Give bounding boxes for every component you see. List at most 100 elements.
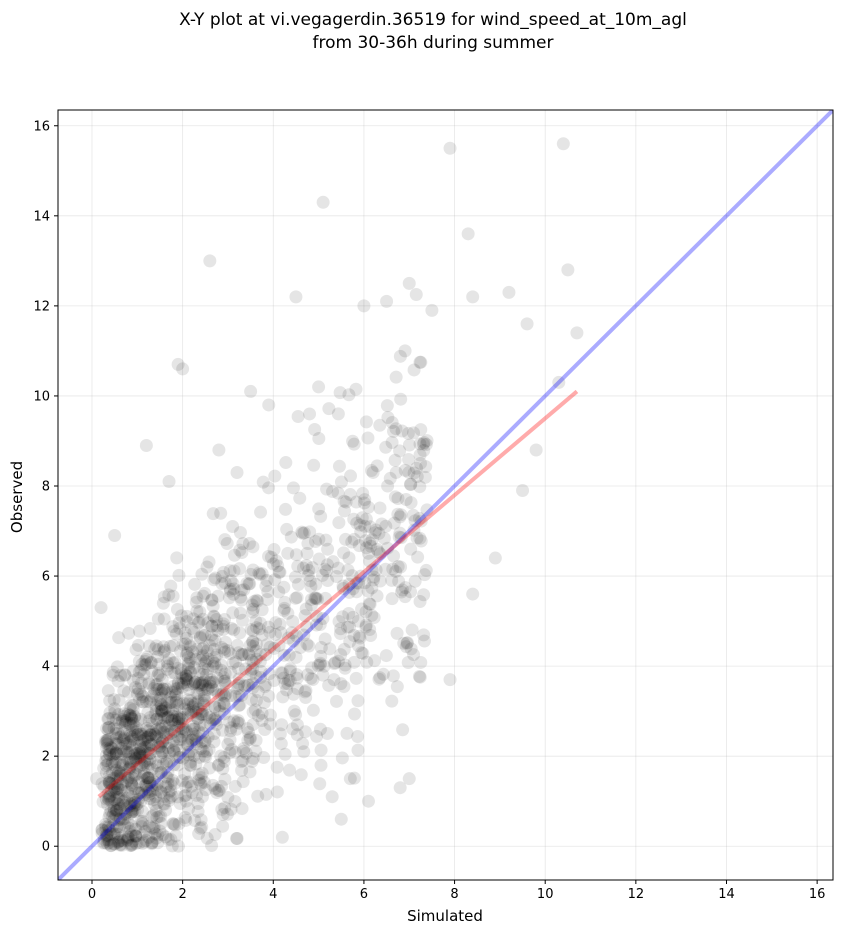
scatter-point: [104, 804, 118, 818]
scatter-point: [388, 453, 402, 467]
scatter-point: [254, 664, 268, 678]
scatter-point: [162, 474, 176, 488]
scatter-point: [184, 640, 198, 654]
scatter-point: [182, 661, 196, 675]
scatter-point: [149, 730, 163, 744]
scatter-point: [166, 656, 180, 670]
scatter-point: [346, 610, 360, 624]
scatter-point: [143, 728, 157, 742]
scatter-point: [217, 754, 231, 768]
scatter-point: [355, 511, 369, 525]
scatter-point: [155, 683, 169, 697]
scatter-point: [145, 762, 159, 776]
scatter-point: [216, 670, 230, 684]
scatter-point: [182, 656, 196, 670]
scatter-point: [217, 699, 231, 713]
scatter-point: [201, 683, 215, 697]
scatter-point: [299, 684, 313, 698]
scatter-point: [154, 708, 168, 722]
scatter-point: [155, 703, 169, 717]
scatter-point: [347, 655, 361, 669]
scatter-point: [115, 758, 129, 772]
scatter-point: [165, 685, 179, 699]
scatter-point: [145, 837, 159, 851]
scatter-point: [175, 774, 189, 788]
scatter-point: [107, 758, 121, 772]
scatter-point: [102, 774, 116, 788]
scatter-point: [221, 737, 235, 751]
scatter-point: [347, 532, 361, 546]
scatter-point: [107, 801, 121, 815]
scatter-point: [417, 634, 431, 648]
scatter-point: [111, 727, 125, 741]
scatter-point: [121, 830, 135, 844]
scatter-point: [231, 678, 245, 692]
scatter-point: [105, 795, 119, 809]
scatter-point: [134, 712, 148, 726]
scatter-point: [305, 561, 319, 575]
scatter-point: [150, 783, 164, 797]
scatter-point: [107, 803, 121, 817]
scatter-point: [218, 533, 232, 547]
scatter-point: [108, 782, 122, 796]
scatter-point: [313, 722, 327, 736]
scatter-point: [109, 808, 123, 822]
scatter-point: [258, 680, 272, 694]
scatter-point: [179, 725, 193, 739]
scatter-point: [406, 508, 420, 522]
scatter-point: [187, 749, 201, 763]
scatter-point: [115, 714, 129, 728]
scatter-point: [122, 821, 136, 835]
scatter-point: [164, 783, 178, 797]
scatter-point: [316, 612, 330, 626]
scatter-point: [199, 750, 213, 764]
scatter-point: [176, 362, 190, 376]
scatter-point: [143, 728, 157, 742]
scatter-point: [157, 640, 171, 654]
scatter-point: [243, 732, 257, 746]
scatter-point: [201, 652, 215, 666]
scatter-point: [283, 674, 297, 688]
scatter-point: [114, 747, 128, 761]
scatter-point: [197, 691, 211, 705]
scatter-point: [218, 612, 232, 626]
scatter-point: [345, 569, 359, 583]
scatter-point: [139, 438, 153, 452]
scatter-point: [309, 618, 323, 632]
scatter-point: [157, 590, 171, 604]
scatter-point: [202, 555, 216, 569]
scatter-point: [219, 635, 233, 649]
scatter-point: [402, 772, 416, 786]
scatter-point: [362, 597, 376, 611]
scatter-point: [282, 648, 296, 662]
scatter-point: [141, 771, 155, 785]
scatter-point: [196, 650, 210, 664]
scatter-point: [242, 577, 256, 591]
scatter-point: [158, 702, 172, 716]
scatter-point: [246, 662, 260, 676]
scatter-point: [425, 303, 439, 317]
scatter-point: [286, 614, 300, 628]
y-tick-label: 4: [42, 660, 50, 675]
scatter-point: [336, 579, 350, 593]
scatter-point: [126, 804, 140, 818]
scatter-point: [361, 500, 375, 514]
scatter-point: [175, 680, 189, 694]
scatter-point: [226, 519, 240, 533]
scatter-point: [232, 676, 246, 690]
scatter-point: [169, 687, 183, 701]
scatter-point: [141, 730, 155, 744]
scatter-point: [103, 777, 117, 791]
scatter-point: [153, 824, 167, 838]
scatter-point: [150, 712, 164, 726]
scatter-point: [202, 743, 216, 757]
scatter-point: [196, 696, 210, 710]
scatter-point: [244, 622, 258, 636]
scatter-point: [297, 745, 311, 759]
scatter-point: [404, 477, 418, 491]
scatter-point: [236, 754, 250, 768]
scatter-point: [381, 479, 395, 493]
scatter-point: [300, 620, 314, 634]
scatter-point: [99, 766, 113, 780]
scatter-point: [153, 731, 167, 745]
